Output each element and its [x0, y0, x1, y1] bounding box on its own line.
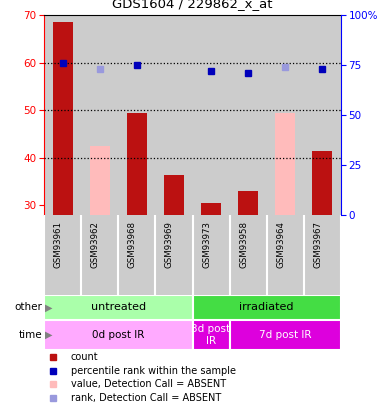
Bar: [119, 215, 156, 295]
Bar: [192, 215, 229, 295]
Bar: [156, 215, 192, 295]
Bar: [312, 151, 332, 215]
Text: 7d post IR: 7d post IR: [259, 330, 311, 340]
Bar: [229, 15, 266, 215]
Text: count: count: [71, 352, 99, 362]
Bar: [229, 320, 341, 350]
Bar: [119, 15, 156, 215]
Text: GSM93962: GSM93962: [91, 222, 100, 269]
Text: other: other: [15, 303, 42, 313]
Bar: [192, 295, 341, 320]
Bar: [44, 320, 192, 350]
Bar: [53, 22, 73, 215]
Bar: [192, 320, 229, 350]
Text: irradiated: irradiated: [239, 303, 294, 313]
Bar: [238, 191, 258, 215]
Bar: [44, 295, 192, 320]
Text: GSM93969: GSM93969: [165, 222, 174, 268]
Text: ▶: ▶: [45, 303, 52, 313]
Bar: [156, 15, 192, 215]
Text: 3d post
IR: 3d post IR: [191, 324, 231, 346]
Bar: [127, 113, 147, 215]
Text: GSM93964: GSM93964: [276, 222, 285, 269]
Text: rank, Detection Call = ABSENT: rank, Detection Call = ABSENT: [71, 393, 221, 403]
Bar: [229, 215, 266, 295]
Text: ▶: ▶: [45, 330, 52, 340]
Text: GSM93968: GSM93968: [128, 222, 137, 269]
Bar: [192, 15, 229, 215]
Text: GSM93967: GSM93967: [313, 222, 322, 269]
Text: 0d post IR: 0d post IR: [92, 330, 145, 340]
Bar: [90, 146, 110, 215]
Text: GSM93961: GSM93961: [54, 222, 63, 269]
Text: value, Detection Call = ABSENT: value, Detection Call = ABSENT: [71, 379, 226, 389]
Bar: [267, 215, 304, 295]
Bar: [44, 215, 81, 295]
Bar: [81, 215, 119, 295]
Bar: [304, 15, 341, 215]
Bar: [304, 215, 341, 295]
Bar: [81, 15, 119, 215]
Text: GSM93973: GSM93973: [202, 222, 211, 269]
Text: GSM93958: GSM93958: [239, 222, 248, 269]
Bar: [44, 15, 81, 215]
Bar: [201, 203, 221, 215]
Text: percentile rank within the sample: percentile rank within the sample: [71, 366, 236, 375]
Text: time: time: [19, 330, 42, 340]
Text: untreated: untreated: [91, 303, 146, 313]
Bar: [275, 113, 295, 215]
Bar: [164, 175, 184, 215]
Text: GDS1604 / 229862_x_at: GDS1604 / 229862_x_at: [112, 0, 273, 10]
Bar: [267, 15, 304, 215]
